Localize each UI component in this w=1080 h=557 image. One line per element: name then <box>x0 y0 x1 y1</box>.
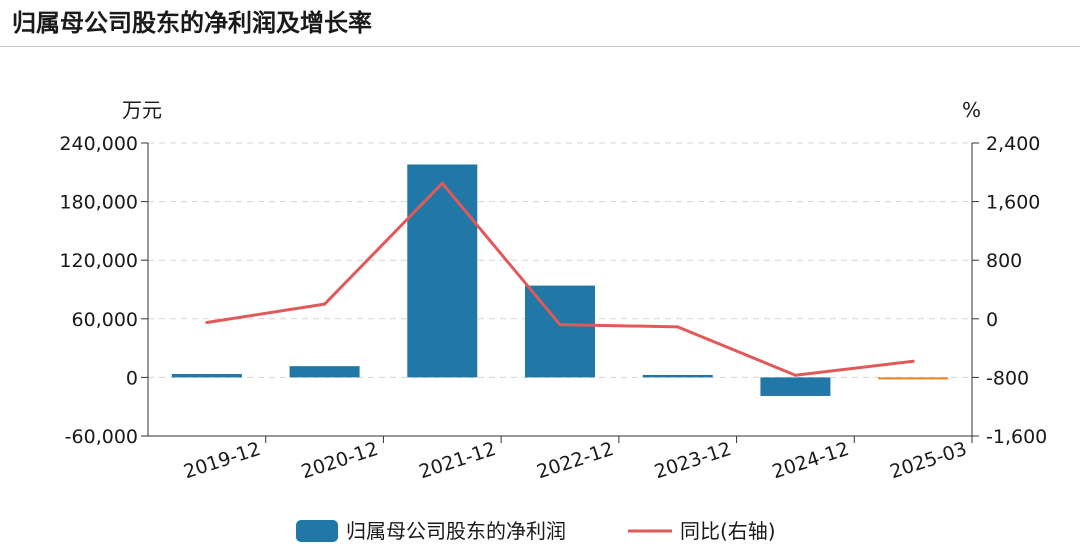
x-axis-category-label: 2025-03 <box>887 438 969 483</box>
bar-2019-12 <box>171 373 242 378</box>
left-axis-tick-label: 180,000 <box>59 192 138 214</box>
chart-title: 归属母公司股东的净利润及增长率 <box>12 9 372 37</box>
legend-line-label: 同比(右轴) <box>680 519 776 543</box>
yoy-point <box>440 181 444 185</box>
right-axis-tick-label: 2,400 <box>986 133 1040 155</box>
x-axis-category-label: 2020-12 <box>299 438 381 483</box>
bar-2020-12 <box>289 366 360 378</box>
yoy-point <box>205 320 209 324</box>
x-axis-category-label: 2021-12 <box>416 438 498 483</box>
right-axis-tick-label: -800 <box>986 367 1029 389</box>
right-axis-tick-label: 0 <box>986 309 998 331</box>
left-axis-tick-label: 0 <box>126 367 138 389</box>
right-axis-unit: % <box>962 98 981 122</box>
x-axis-category-label: 2023-12 <box>652 438 734 483</box>
bar-2022-12 <box>525 285 595 378</box>
x-axis-category-label: 2022-12 <box>534 438 616 483</box>
legend-bar-swatch <box>296 520 338 542</box>
yoy-point <box>911 359 915 363</box>
left-axis-tick-label: 60,000 <box>72 309 138 331</box>
left-axis-tick-label: 240,000 <box>59 133 138 155</box>
yoy-point <box>323 302 327 306</box>
left-axis-tick-label: 120,000 <box>59 250 138 272</box>
left-axis-tick-label: -60,000 <box>65 426 138 448</box>
right-axis-tick-label: 800 <box>986 250 1022 272</box>
left-axis-unit: 万元 <box>122 98 162 122</box>
yoy-point <box>793 373 797 377</box>
yoy-point <box>558 323 562 327</box>
bar-2024-12 <box>760 377 831 396</box>
right-axis-tick-label: -1,600 <box>986 426 1047 448</box>
right-axis-tick-label: 1,600 <box>986 192 1040 214</box>
legend-bar-label: 归属母公司股东的净利润 <box>346 519 566 543</box>
yoy-point <box>676 325 680 329</box>
bar-2025-03 <box>878 377 949 380</box>
x-axis-category-label: 2019-12 <box>181 438 263 483</box>
bar-2023-12 <box>642 374 713 378</box>
title-divider <box>0 46 1080 47</box>
x-axis-category-label: 2024-12 <box>770 438 852 483</box>
bar-2021-12 <box>407 164 478 378</box>
